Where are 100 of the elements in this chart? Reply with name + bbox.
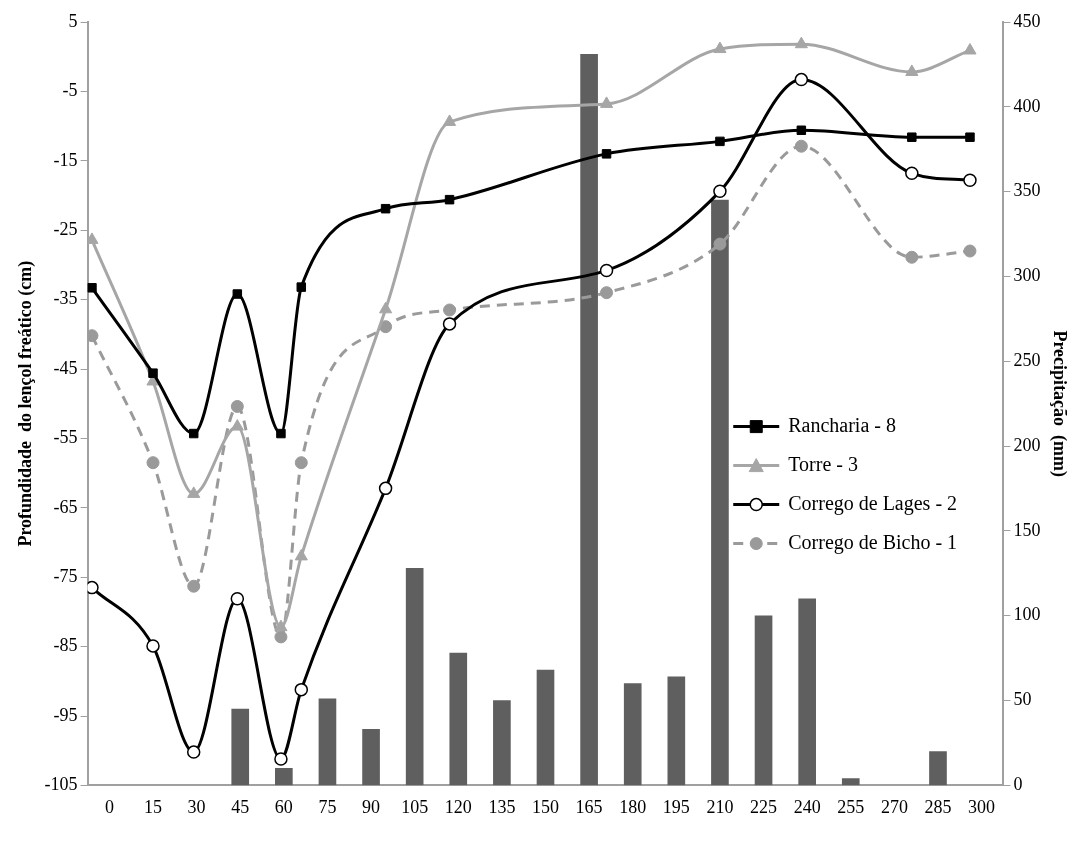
point (274, 752, 288, 766)
x-tick-label: 45 (231, 796, 250, 817)
bar (449, 652, 468, 786)
y2-tick-label: 0 (1013, 774, 1023, 795)
y-tick-label: 5 (68, 10, 78, 31)
point (187, 486, 201, 498)
point (444, 194, 455, 205)
point (276, 428, 286, 439)
bar (493, 700, 511, 786)
y2-tick-label: 150 (1013, 519, 1041, 540)
point (907, 132, 917, 142)
y2-tick-label: 100 (1013, 604, 1041, 625)
x-tick-label: 225 (750, 796, 778, 817)
y2-tick-label: 400 (1013, 95, 1041, 116)
bar (536, 669, 555, 786)
point (146, 456, 160, 470)
point (442, 114, 457, 126)
point (87, 329, 99, 343)
point (794, 139, 808, 153)
point (379, 320, 393, 334)
x-tick-label: 240 (793, 796, 821, 817)
y-tick-label: -35 (53, 288, 78, 309)
x-tick-label: 60 (274, 796, 293, 817)
y2-tick-label: 300 (1013, 265, 1041, 286)
point (713, 41, 727, 54)
bar (405, 567, 424, 786)
point (378, 481, 393, 496)
x-tick-label: 270 (880, 796, 908, 817)
legend-label: Torre - 3 (788, 452, 858, 475)
point (188, 428, 199, 439)
point (905, 250, 919, 264)
y-tick-label: -45 (53, 357, 78, 378)
y-tick-label: -5 (62, 80, 78, 101)
x-tick-label: 150 (532, 796, 559, 817)
bar (275, 768, 293, 786)
point (187, 579, 201, 593)
y2-tick-label: 350 (1013, 180, 1041, 201)
y-tick-label: -75 (53, 565, 78, 586)
point (230, 591, 245, 606)
y2-tick-label: 200 (1013, 434, 1041, 455)
point (442, 317, 457, 331)
point (963, 173, 977, 187)
x-tick-label: 135 (488, 796, 516, 817)
bar (362, 729, 380, 786)
point (294, 548, 308, 561)
point (713, 237, 727, 251)
y2-tick-label: 450 (1013, 10, 1041, 31)
point (905, 64, 919, 76)
point (232, 289, 243, 299)
point (379, 301, 393, 314)
bar (623, 683, 642, 786)
point (294, 682, 309, 697)
point (274, 630, 288, 644)
y2-tick-label: 50 (1013, 689, 1032, 710)
y-tick-label: -85 (53, 635, 78, 656)
y2-axis-title: Precipitação (mm) (1048, 330, 1070, 478)
point (794, 72, 809, 87)
y-tick-label: -15 (53, 149, 78, 170)
x-tick-label: 120 (444, 796, 472, 817)
y-tick-label: -25 (53, 218, 78, 239)
x-tick-label: 0 (104, 796, 114, 817)
x-tick-label: 30 (187, 796, 206, 817)
point (148, 368, 158, 378)
point (599, 96, 614, 108)
point (230, 419, 244, 431)
point (715, 136, 725, 147)
y-tick-label: -65 (53, 496, 78, 517)
point (87, 283, 97, 293)
bar (711, 199, 729, 786)
point (599, 263, 614, 278)
point (294, 456, 308, 470)
bar (841, 778, 860, 786)
point (230, 399, 244, 413)
x-tick-label: 90 (362, 796, 381, 817)
x-tick-label: 255 (837, 796, 865, 817)
point (796, 125, 807, 136)
point (274, 619, 288, 632)
legend-label: Rancharia - 8 (788, 413, 896, 436)
point (963, 244, 977, 258)
point (601, 149, 612, 159)
y-tick-label: -105 (44, 774, 78, 795)
bar (580, 53, 598, 786)
bar (798, 598, 816, 786)
x-tick-label: 195 (662, 796, 690, 817)
x-tick-label: 180 (619, 796, 647, 817)
x-tick-label: 105 (401, 796, 429, 817)
x-tick-label: 75 (318, 796, 337, 817)
point (87, 232, 99, 244)
point (963, 42, 977, 55)
bar (667, 676, 686, 786)
y-tick-label: -95 (53, 704, 78, 725)
bar (754, 615, 773, 786)
point (965, 132, 975, 142)
point (443, 303, 457, 317)
point (905, 166, 919, 181)
point (600, 286, 614, 300)
point (186, 745, 201, 759)
bar (318, 698, 337, 786)
y-tick-label: -55 (53, 427, 78, 448)
bar (929, 751, 947, 786)
